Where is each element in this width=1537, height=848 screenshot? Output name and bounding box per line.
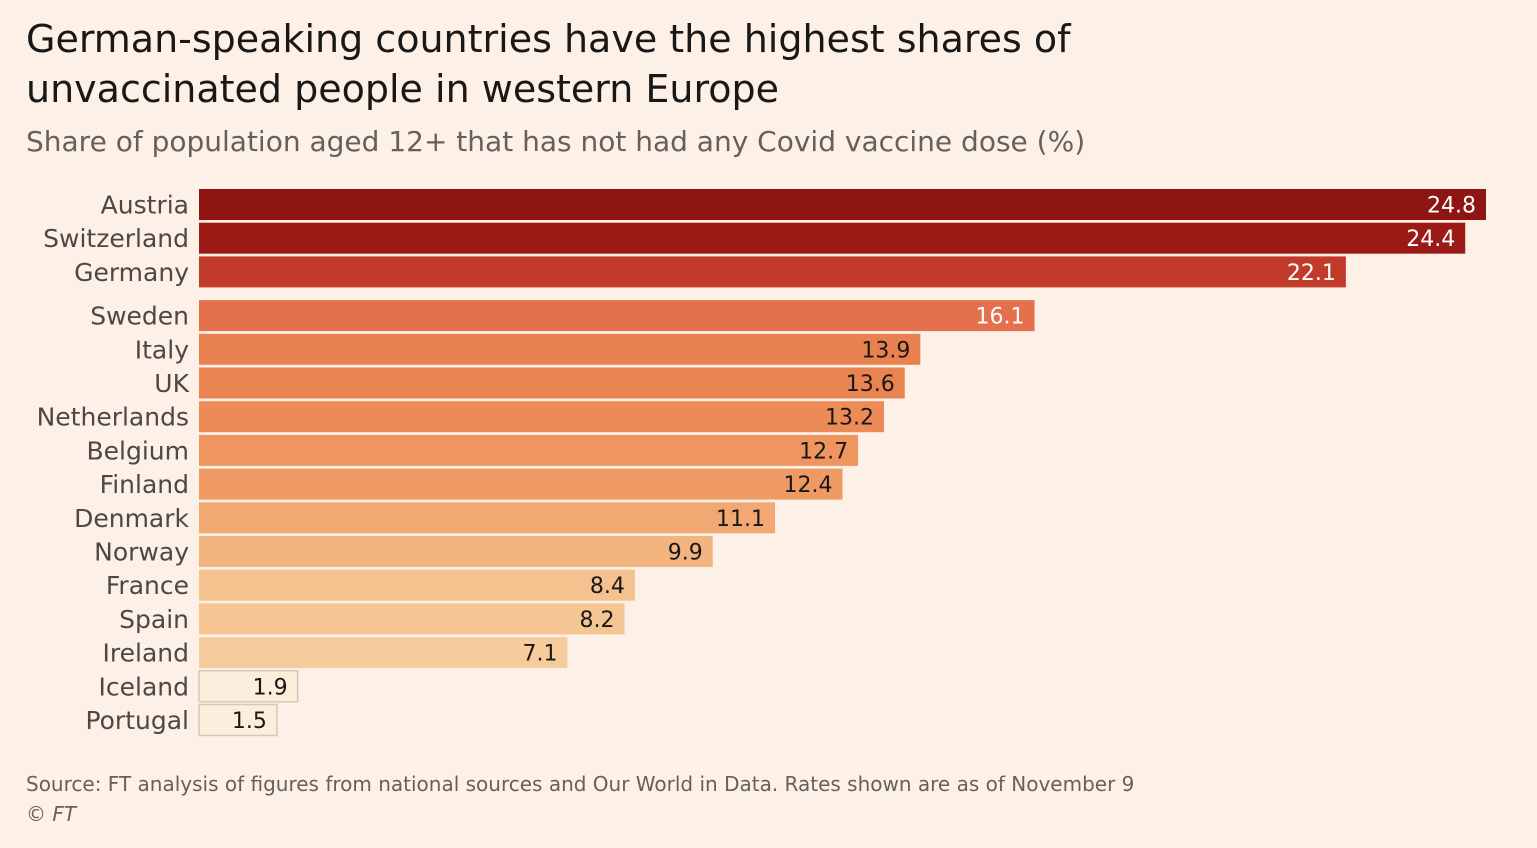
value-label-uk: 13.6: [846, 372, 895, 397]
category-label-portugal: Portugal: [85, 706, 189, 735]
bar-norway: [199, 536, 713, 567]
value-label-netherlands: 13.2: [825, 406, 874, 431]
value-label-finland: 12.4: [784, 473, 833, 498]
value-label-sweden: 16.1: [976, 305, 1025, 330]
category-label-netherlands: Netherlands: [37, 403, 189, 432]
bar-portugal: [198, 703, 278, 737]
category-label-italy: Italy: [135, 335, 189, 364]
bar-belgium: [199, 434, 859, 466]
category-label-norway: Norway: [94, 538, 189, 567]
bar-finland: [199, 468, 843, 500]
value-label-ireland: 7.1: [522, 642, 557, 667]
category-label-finland: Finland: [100, 470, 189, 499]
category-label-switzerland: Switzerland: [43, 224, 189, 253]
value-label-portugal: 1.5: [232, 709, 267, 734]
category-label-france: France: [106, 571, 189, 600]
bar-switzerland: [199, 222, 1466, 254]
bar-france: [199, 569, 635, 601]
category-label-iceland: Iceland: [99, 672, 189, 701]
value-label-austria: 24.8: [1427, 194, 1476, 219]
category-label-austria: Austria: [101, 191, 189, 220]
bar-denmark: [199, 502, 776, 534]
value-label-france: 8.4: [590, 574, 625, 599]
bar-ireland: [199, 637, 568, 669]
category-label-germany: Germany: [74, 258, 189, 287]
value-label-iceland: 1.9: [253, 675, 288, 700]
category-label-uk: UK: [154, 369, 189, 398]
bar-uk: [199, 367, 905, 399]
source-note: Source: FT analysis of figures from nati…: [26, 772, 1135, 796]
category-label-denmark: Denmark: [74, 504, 189, 533]
bar-spain: [199, 603, 625, 635]
bar-chart: Austria 24.8 Switzerland 24.4 Germany 22.1 Swe…: [37, 189, 1486, 737]
value-label-switzerland: 24.4: [1406, 227, 1455, 252]
value-label-italy: 13.9: [861, 338, 910, 363]
chart-subtitle: Share of population aged 12+ that has no…: [26, 125, 1086, 158]
category-label-spain: Spain: [119, 605, 189, 634]
chart-title: German-speaking countries have the highe…: [26, 17, 1071, 111]
bar-netherlands: [199, 401, 885, 433]
value-label-germany: 22.1: [1287, 261, 1336, 286]
value-label-denmark: 11.1: [716, 507, 765, 532]
value-label-norway: 9.9: [668, 541, 703, 566]
copyright-note: © FT: [26, 802, 77, 826]
bar-sweden: [199, 300, 1035, 332]
category-label-ireland: Ireland: [103, 639, 189, 668]
bar-iceland: [198, 670, 299, 703]
bar-austria: [199, 189, 1486, 220]
value-label-belgium: 12.7: [799, 439, 848, 464]
bar-germany: [199, 256, 1346, 288]
value-label-spain: 8.2: [580, 608, 615, 633]
category-label-sweden: Sweden: [90, 302, 189, 331]
category-label-belgium: Belgium: [87, 436, 190, 465]
bar-italy: [199, 333, 921, 365]
